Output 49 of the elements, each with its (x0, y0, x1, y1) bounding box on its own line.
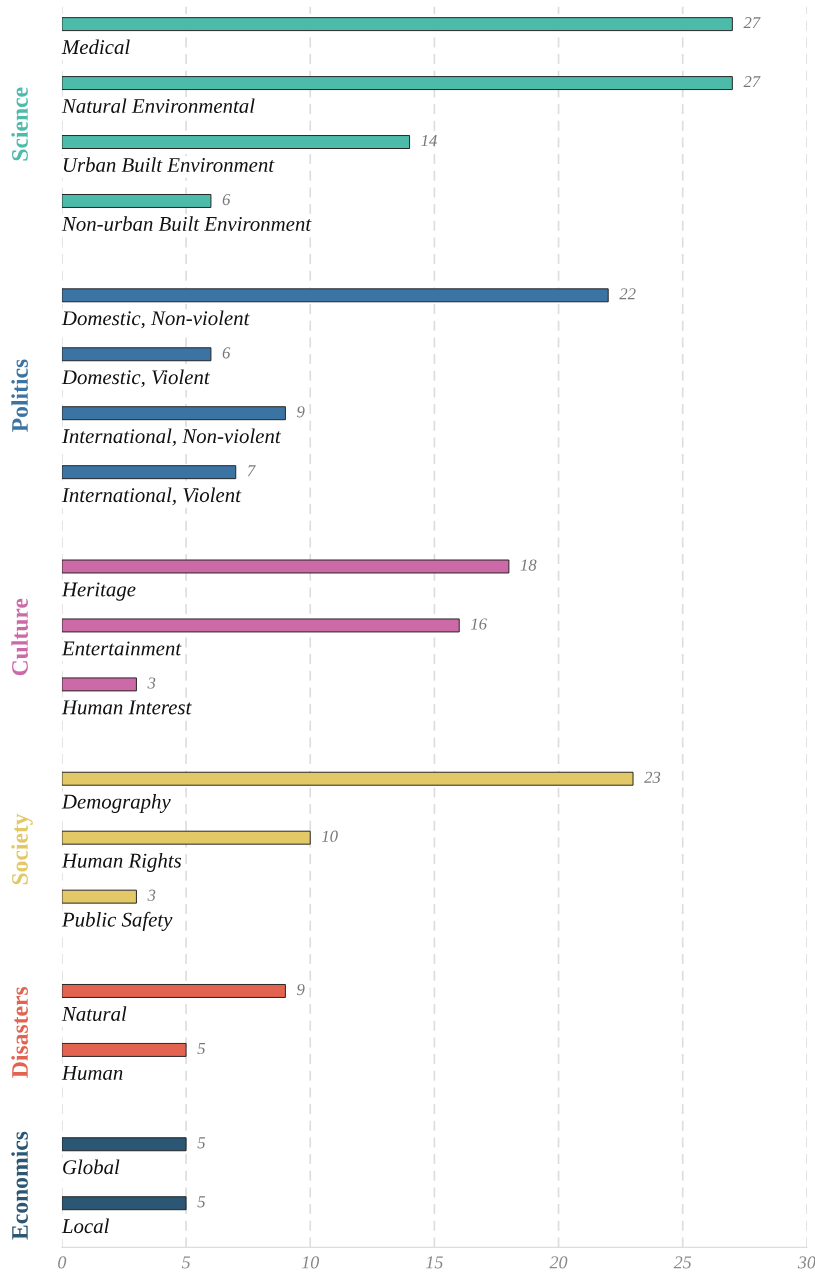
y-tick-label: Human Rights (61, 853, 182, 872)
data-label: 6 (222, 193, 231, 206)
data-label: 27 (743, 17, 761, 29)
y-tick-label: Demography (61, 794, 171, 813)
x-tick-label: 5 (181, 1256, 191, 1269)
data-label: 16 (470, 618, 487, 630)
y-tick-label: Natural Environmental (61, 98, 255, 114)
data-label: 9 (297, 406, 305, 418)
y-tick-label: Human (61, 1066, 123, 1080)
y-tick-label: Public Safety (61, 911, 173, 931)
y-tick-label: Local (61, 1218, 109, 1234)
data-label: 6 (222, 347, 231, 359)
y-tick-label: Medical (61, 39, 130, 55)
text: Economics (11, 1131, 28, 1240)
x-tick-label: 15 (426, 1256, 443, 1269)
data-label: 18 (520, 559, 537, 571)
y-tick-label: Non-urban Built Environment (61, 216, 312, 231)
data-label: 27 (743, 76, 761, 88)
x-tick-label: 20 (549, 1256, 568, 1269)
data-label: 3 (147, 677, 156, 689)
y-tick-label: International, Violent (61, 487, 242, 506)
text: Society (11, 813, 33, 885)
data-label: 5 (197, 1043, 206, 1055)
data-label: 5 (197, 1137, 206, 1149)
data-label: 14 (421, 135, 437, 147)
x-tick-label: 25 (673, 1256, 692, 1269)
x-tick-label: 10 (301, 1256, 320, 1269)
text: Culture (11, 598, 28, 676)
y-tick-label: Natural (61, 1006, 127, 1021)
x-tick-label: 0 (58, 1256, 67, 1269)
text: Politics (11, 359, 28, 432)
data-label: 9 (297, 983, 305, 996)
data-label: 7 (247, 465, 256, 477)
data-label: 22 (619, 288, 636, 300)
x-tick-label: 30 (797, 1256, 815, 1269)
y-tick-label: International, Non-violent (61, 428, 282, 447)
text: Science (11, 87, 28, 161)
data-label: 23 (644, 771, 661, 783)
y-tick-label: Urban Built Environment (63, 157, 275, 173)
y-tick-label: Heritage (61, 582, 136, 601)
y-tick-label: Entertainment (61, 641, 182, 656)
y-tick-label: Global (63, 1159, 120, 1175)
y-tick-label: Domestic, Non-violent (61, 310, 250, 329)
y-tick-label: Domestic, Violent (61, 369, 211, 388)
data-label: 10 (321, 830, 338, 842)
y-tick-label: Human Interest (61, 700, 192, 715)
data-label: 5 (197, 1196, 206, 1208)
text: Disasters (11, 986, 28, 1078)
data-label: 3 (147, 889, 156, 901)
